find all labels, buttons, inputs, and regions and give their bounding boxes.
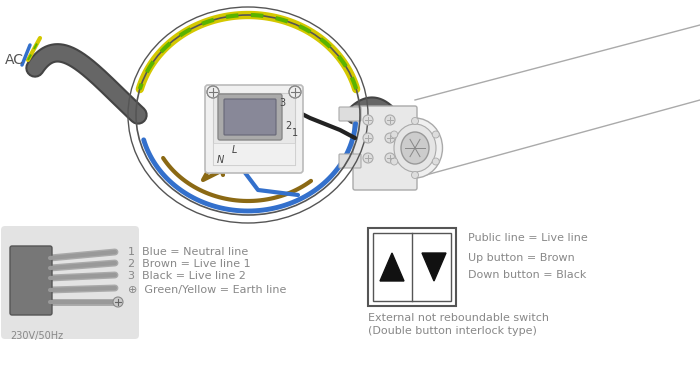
Circle shape [391,158,398,165]
Text: Down button = Black: Down button = Black [468,270,587,280]
Text: (Double button interlock type): (Double button interlock type) [368,326,537,336]
FancyBboxPatch shape [353,106,417,190]
Text: 3: 3 [279,98,285,108]
Bar [213,93,295,165]
Text: 2  Brown = Live line 1: 2 Brown = Live line 1 [128,259,251,269]
FancyBboxPatch shape [339,154,361,168]
Circle shape [412,172,419,178]
Text: Public line = Live line: Public line = Live line [468,233,588,243]
Text: Up button = Brown: Up button = Brown [468,253,575,263]
Circle shape [385,153,395,163]
Text: External not reboundable switch: External not reboundable switch [368,313,549,323]
Bar [373,233,451,301]
FancyBboxPatch shape [218,94,282,140]
FancyBboxPatch shape [1,226,139,339]
Text: 1: 1 [292,128,298,138]
Text: 3  Black = Live line 2: 3 Black = Live line 2 [128,271,246,281]
Circle shape [363,153,373,163]
Text: ⊕  Green/Yellow = Earth line: ⊕ Green/Yellow = Earth line [128,285,286,295]
Polygon shape [422,253,446,281]
Polygon shape [380,253,404,281]
Ellipse shape [394,124,436,172]
Circle shape [385,133,395,143]
Circle shape [433,131,440,138]
Bar [368,228,456,306]
Ellipse shape [401,132,429,164]
Circle shape [412,118,419,124]
Text: AC: AC [5,53,24,67]
Text: 230V/50Hz: 230V/50Hz [10,331,63,341]
Circle shape [113,297,123,307]
Text: L: L [231,145,237,155]
Circle shape [391,131,398,138]
Text: N: N [216,155,223,165]
Text: 1  Blue = Neutral line: 1 Blue = Neutral line [128,247,248,257]
Ellipse shape [388,118,442,178]
Circle shape [433,158,440,165]
FancyBboxPatch shape [205,85,303,173]
Circle shape [385,115,395,125]
FancyBboxPatch shape [10,246,52,315]
Circle shape [207,86,219,98]
FancyBboxPatch shape [339,107,361,121]
Circle shape [289,86,301,98]
Bar [213,143,295,165]
Circle shape [363,133,373,143]
Text: 2: 2 [285,121,291,131]
Circle shape [363,115,373,125]
FancyBboxPatch shape [224,99,276,135]
